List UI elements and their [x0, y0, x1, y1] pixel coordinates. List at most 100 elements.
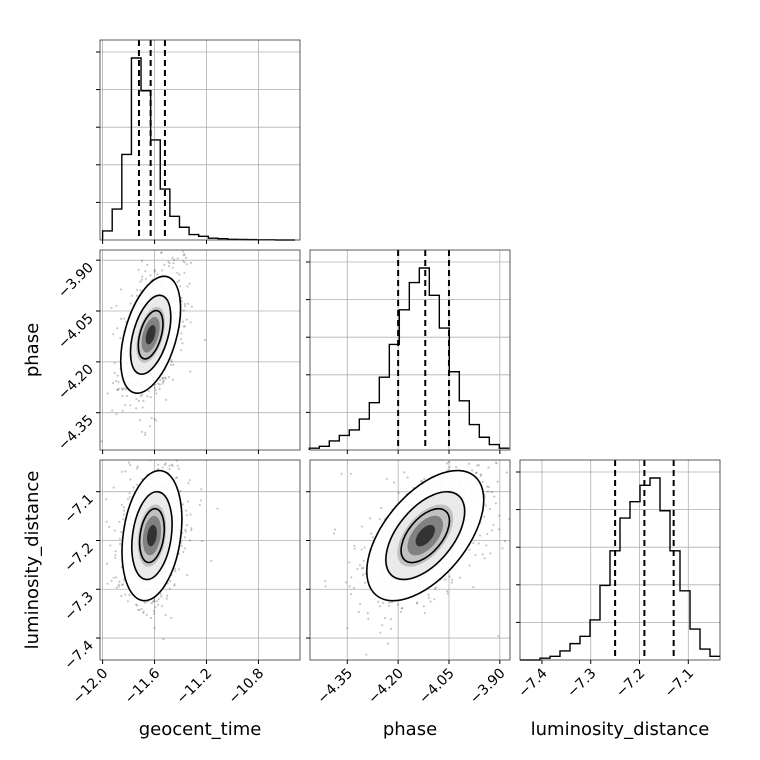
- x-tick-label-geocent_time: −11.6: [122, 665, 164, 707]
- sample-point: [482, 454, 484, 456]
- sample-point: [154, 389, 157, 392]
- sample-point: [190, 527, 193, 530]
- sample-point: [156, 273, 159, 276]
- corner-panels: −12.0 −11.6 −11.2 −10.8 −4.35 −4.20 −4.05 −3.90…: [55, 39, 721, 711]
- sample-point: [137, 268, 140, 271]
- sample-point: [161, 269, 164, 272]
- sample-point: [512, 520, 514, 522]
- sample-point: [186, 574, 189, 577]
- sample-point: [489, 552, 492, 555]
- x-tick-label-phase: −3.90: [467, 666, 509, 708]
- sample-point: [108, 525, 111, 529]
- sample-point: [161, 382, 164, 385]
- sample-point: [386, 642, 389, 645]
- sample-point: [370, 532, 373, 535]
- sample-point: [497, 634, 500, 638]
- sample-point: [150, 616, 153, 620]
- sample-point: [123, 317, 126, 320]
- sample-point: [180, 297, 183, 300]
- contour-line: [385, 490, 466, 581]
- sample-point: [100, 440, 103, 443]
- sample-point: [117, 387, 120, 390]
- sample-point: [158, 387, 161, 391]
- sample-point: [174, 446, 176, 448]
- sample-point: [481, 480, 484, 483]
- sample-point: [128, 464, 132, 467]
- sample-point: [157, 603, 160, 606]
- sample-point: [427, 593, 430, 597]
- sample-point: [475, 471, 478, 475]
- sample-point: [140, 430, 143, 433]
- sample-point: [115, 586, 118, 589]
- sample-point: [496, 480, 499, 483]
- sample-point: [479, 534, 482, 537]
- x-tick-label-luminosity_distance: −7.2: [613, 666, 648, 701]
- sample-point: [179, 437, 181, 439]
- sample-point: [168, 467, 171, 471]
- sample-point: [143, 601, 147, 604]
- sample-point: [162, 380, 165, 383]
- sample-point: [113, 529, 116, 532]
- sample-point: [128, 496, 131, 499]
- sample-point: [124, 388, 128, 391]
- sample-point: [366, 612, 369, 615]
- y-tick-label-phase: −4.20: [55, 361, 97, 403]
- sample-point: [445, 462, 449, 465]
- sample-point: [125, 204, 127, 206]
- sample-point: [168, 265, 171, 268]
- sample-point: [181, 342, 184, 345]
- sample-point: [384, 616, 387, 620]
- sample-point: [146, 395, 149, 398]
- sample-point: [129, 404, 132, 407]
- sample-point: [140, 607, 143, 610]
- sample-point: [494, 502, 497, 505]
- sample-point: [105, 562, 109, 565]
- sample-point: [486, 485, 489, 488]
- sample-point: [494, 416, 496, 418]
- sample-point: [140, 278, 143, 281]
- hist-panel-phase: [306, 249, 511, 454]
- sample-point: [149, 396, 152, 399]
- sample-point: [539, 426, 541, 428]
- sample-point: [135, 397, 138, 401]
- sample-point: [490, 491, 493, 494]
- sample-point: [185, 429, 187, 431]
- sample-point: [455, 466, 458, 469]
- x-tick-label-geocent_time: −10.8: [226, 666, 268, 708]
- sample-point: [149, 425, 152, 428]
- sample-point: [180, 349, 183, 352]
- sample-point: [162, 379, 165, 382]
- sample-point: [450, 578, 454, 581]
- sample-point: [416, 602, 419, 605]
- sample-point: [151, 456, 153, 458]
- sample-point: [458, 576, 461, 579]
- sample-point: [333, 528, 337, 531]
- sample-point: [210, 559, 213, 563]
- sample-point: [155, 419, 158, 422]
- samples-geocent_time-luminosity_distance: [96, 429, 219, 711]
- sample-point: [175, 454, 177, 456]
- sample-point: [158, 437, 160, 439]
- sample-point: [167, 375, 170, 379]
- density-level: [145, 325, 156, 345]
- sample-point: [180, 332, 183, 335]
- sample-point: [174, 477, 177, 480]
- contour-line: [119, 275, 182, 395]
- x-tick-label-luminosity_distance: −7.1: [662, 666, 697, 701]
- sample-point: [137, 608, 140, 612]
- sample-point: [123, 387, 126, 390]
- sample-point: [129, 302, 132, 305]
- sample-point: [171, 256, 174, 259]
- hist-frame-phase: [309, 249, 511, 451]
- sample-point: [485, 544, 488, 547]
- sample-point: [111, 409, 114, 412]
- sample-point: [178, 568, 181, 571]
- sample-point: [198, 503, 201, 507]
- sample-point: [463, 430, 465, 432]
- sample-point: [121, 709, 123, 711]
- sample-point: [112, 333, 115, 336]
- sample-point: [179, 285, 182, 288]
- sample-point: [96, 657, 98, 659]
- sample-point: [479, 474, 482, 477]
- sample-point: [170, 360, 173, 363]
